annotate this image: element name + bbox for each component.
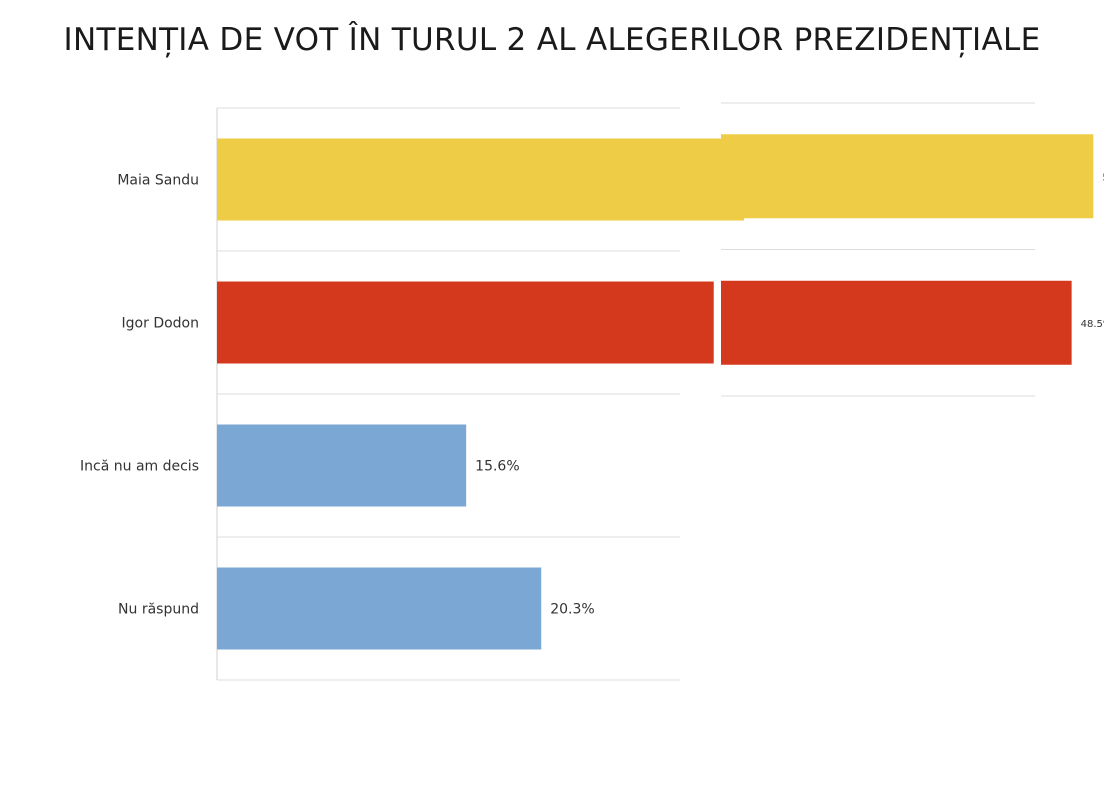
- round1-bar-maia-sandu: [217, 138, 745, 221]
- round2-value-label-row-1: 51.5%: [1102, 172, 1104, 183]
- round1-category-label-maia-sandu: Maia Sandu: [117, 173, 199, 189]
- chart-title: INTENȚIA DE VOT ÎN TURUL 2 AL ALEGERILOR…: [63, 22, 1041, 58]
- round2-bar-row-2: [721, 280, 1072, 365]
- round2-bar-row-1: [721, 134, 1094, 219]
- round1-bar-inca-nu-am-decis: [217, 424, 467, 507]
- round1-category-label-inca-nu-am-decis: Incă nu am decis: [80, 459, 199, 475]
- round2-value-label-row-2: 48.5%: [1081, 319, 1104, 330]
- second-round-bar-chart: 51.5% 48.5%: [721, 102, 1104, 397]
- round1-category-label-igor-dodon: Igor Dodon: [122, 316, 199, 332]
- round1-bar-igor-dodon: [217, 281, 714, 364]
- round1-bar-nu-raspund: [217, 567, 542, 650]
- round1-category-label-nu-raspund: Nu răspund: [118, 602, 199, 618]
- first-round-bar-chart: 33.0%Maia Sandu31.1%Igor Dodon15.6%Incă …: [80, 107, 798, 681]
- round1-value-label-inca-nu-am-decis: 15.6%: [475, 459, 519, 475]
- round1-value-label-nu-raspund: 20.3%: [550, 602, 594, 618]
